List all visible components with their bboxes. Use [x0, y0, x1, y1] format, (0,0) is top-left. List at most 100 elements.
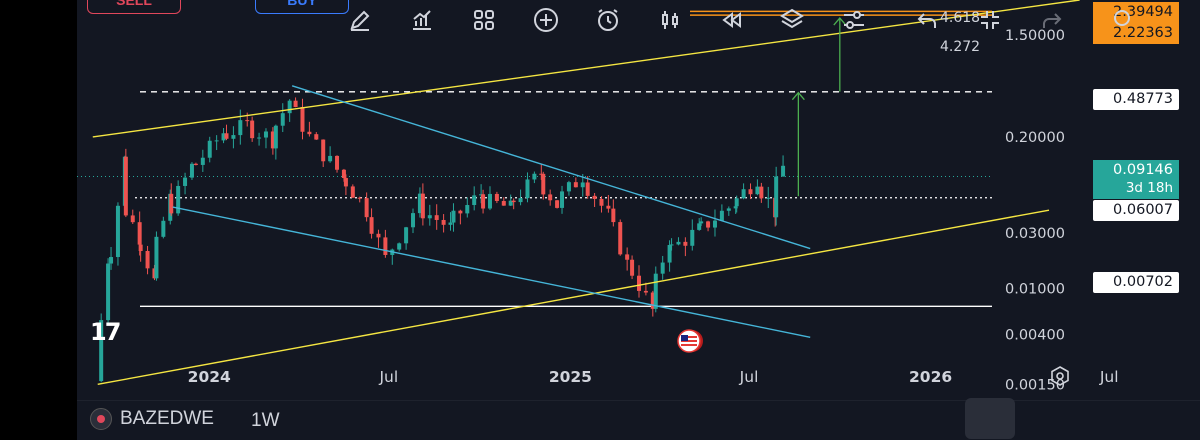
candle-body [699, 221, 704, 224]
candle-body [541, 173, 546, 195]
candle-body [106, 263, 111, 321]
candle-body [307, 131, 312, 135]
candle-body [501, 201, 506, 206]
object-tree-icon[interactable] [777, 6, 807, 34]
candle-body [774, 176, 779, 218]
target-arrow-head [833, 17, 847, 26]
candle-body [263, 131, 268, 138]
candle-body [321, 139, 326, 162]
candle-body [748, 189, 753, 195]
candle-body [669, 244, 674, 246]
candle-body [494, 193, 499, 202]
candle-body [238, 120, 243, 136]
target-arrow-head [791, 91, 805, 101]
candle-body [417, 193, 422, 214]
candle-body [487, 193, 492, 209]
fullscreen-collapse-icon[interactable] [975, 6, 1005, 34]
candle-body [719, 210, 724, 221]
chart-frame [77, 0, 1200, 439]
alert-clock-icon[interactable] [593, 6, 623, 34]
candle-body [766, 197, 771, 199]
candle-body [145, 250, 150, 269]
symbol-selector[interactable]: BAZEDWE [90, 408, 214, 430]
candle-body [458, 210, 463, 214]
candle-body [625, 254, 630, 260]
channel-top-line [291, 85, 811, 250]
sell-button[interactable]: SELL [87, 0, 181, 14]
undo-icon[interactable] [912, 6, 942, 34]
replay-icon[interactable] [717, 6, 747, 34]
candle-body [451, 210, 456, 223]
candle-body [250, 120, 255, 139]
candle-body [618, 222, 623, 255]
chart-settings-icon[interactable] [1050, 366, 1070, 386]
adjust-sliders-icon[interactable] [839, 6, 869, 34]
candle-body [189, 163, 194, 178]
fullscreen-active-bg [965, 398, 1015, 439]
candle-body [611, 208, 616, 223]
x-tick-label: Jul [1099, 368, 1119, 386]
candle-body [138, 244, 143, 251]
candle-body [606, 205, 611, 209]
candle-body [643, 290, 648, 293]
interval-selector[interactable]: 1W [251, 410, 280, 431]
candle-body [115, 205, 120, 258]
buy-button[interactable]: BUY [255, 0, 349, 14]
add-icon[interactable] [531, 6, 561, 34]
candle-body [350, 186, 355, 198]
candle-body [99, 320, 104, 382]
redo-icon[interactable] [1037, 6, 1067, 34]
candle-body [224, 133, 229, 139]
y-tick-label: 0.00400 [1005, 328, 1065, 344]
candle-body [566, 182, 571, 192]
y-tick-label: 0.01000 [1005, 281, 1065, 297]
candle-body [472, 195, 477, 206]
candle-body [465, 205, 470, 214]
us-flag-event-icon[interactable] [677, 328, 703, 354]
price-label-current: 0.09146 [1093, 160, 1179, 181]
candle-body [376, 233, 381, 238]
candle-body [328, 155, 333, 162]
candle-countdown: 3d 18h [1093, 178, 1179, 199]
candle-body [364, 198, 369, 218]
candle-type-icon[interactable] [655, 6, 685, 34]
candle-body [341, 169, 346, 179]
candle-body [733, 206, 738, 209]
candle-body [280, 113, 285, 126]
candle-body [667, 244, 672, 263]
candle-body [759, 186, 764, 199]
layouts-icon[interactable] [469, 6, 499, 34]
candle-body [420, 193, 425, 219]
search-icon[interactable] [1105, 6, 1135, 34]
candle-body [411, 213, 416, 228]
candle-body [650, 292, 655, 309]
candle-body [734, 198, 739, 207]
x-tick-label: 2025 [549, 368, 592, 386]
price-label-target-2: 2.22363 [1093, 23, 1179, 44]
coin-logo-icon [90, 408, 112, 430]
candle-body [176, 185, 181, 214]
candle-body [599, 198, 604, 206]
lower-trend-line [97, 209, 1050, 386]
candle-body [630, 259, 635, 276]
candle-body [441, 219, 446, 225]
candle-body [636, 275, 641, 291]
indicators-icon[interactable] [407, 6, 437, 34]
price-chart[interactable]: 1.50000 0.20000 0.03000 0.01000 0.00400 0.001… [0, 0, 1200, 400]
candle-body [690, 229, 695, 246]
x-tick-label: Jul [378, 368, 398, 386]
candle-body [548, 194, 553, 201]
upper-trend-line [92, 0, 1080, 138]
candle-body [357, 197, 362, 199]
x-tick-label: 2024 [188, 368, 231, 386]
drawing-tool-icon[interactable] [345, 6, 375, 34]
candle-body [525, 179, 530, 199]
price-label-support: 0.00702 [1093, 272, 1179, 293]
candle-body [585, 182, 590, 196]
candle-body [755, 186, 760, 195]
candle-body [287, 100, 292, 114]
candle-body [427, 215, 432, 219]
candle-body [697, 223, 702, 230]
y-tick-label: 0.03000 [1005, 226, 1065, 242]
y-tick-label: 1.50000 [1005, 28, 1065, 44]
